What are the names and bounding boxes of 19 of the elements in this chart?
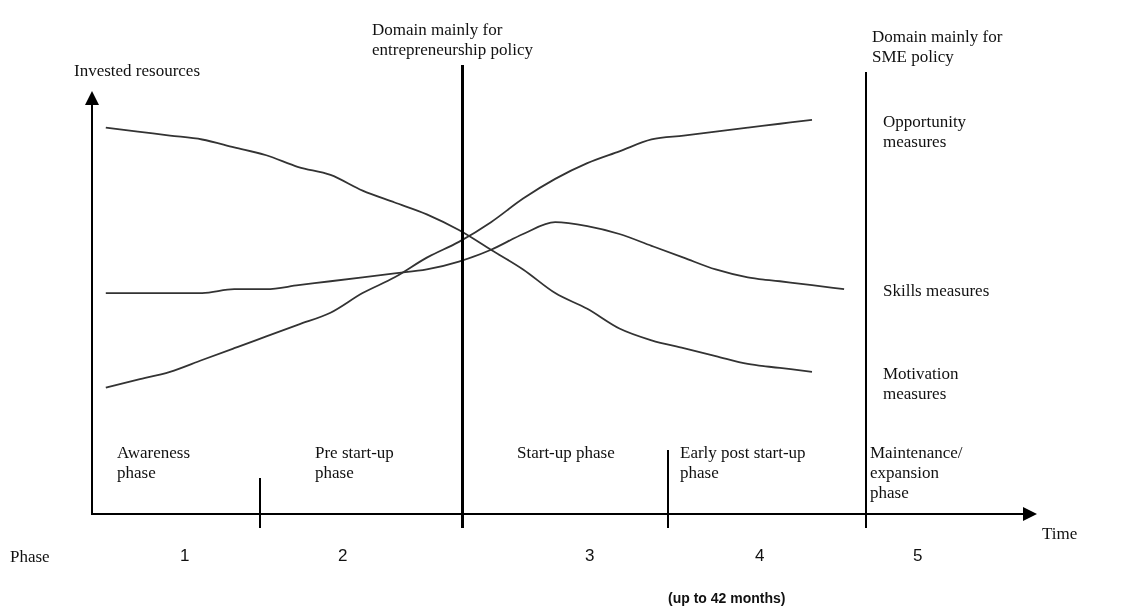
text: Domain mainly for SME policy xyxy=(872,27,1004,67)
text: Opportunity measures xyxy=(883,111,968,152)
text: Phase xyxy=(10,547,50,567)
y-axis-title: Invested resources xyxy=(74,61,201,81)
annotation: Awareness phase xyxy=(117,443,192,483)
text: Motivation measures xyxy=(883,363,960,404)
text: 2 xyxy=(338,546,348,566)
text: Time xyxy=(1042,524,1078,544)
annotation: Early post start-up phase xyxy=(680,443,807,483)
text: Maintenance/ expansion phase xyxy=(870,443,964,503)
text: 5 xyxy=(913,546,923,566)
text: 4 xyxy=(755,546,765,566)
text: (up to 42 months) xyxy=(668,590,786,606)
text: Skills measures xyxy=(883,281,991,302)
text: 3 xyxy=(585,546,595,566)
annotation: Pre start-up phase xyxy=(315,443,395,483)
annotation: Start-up phase xyxy=(517,443,616,463)
text: 1 xyxy=(180,546,190,566)
text: Domain mainly for entrepreneurship policy xyxy=(372,20,534,60)
